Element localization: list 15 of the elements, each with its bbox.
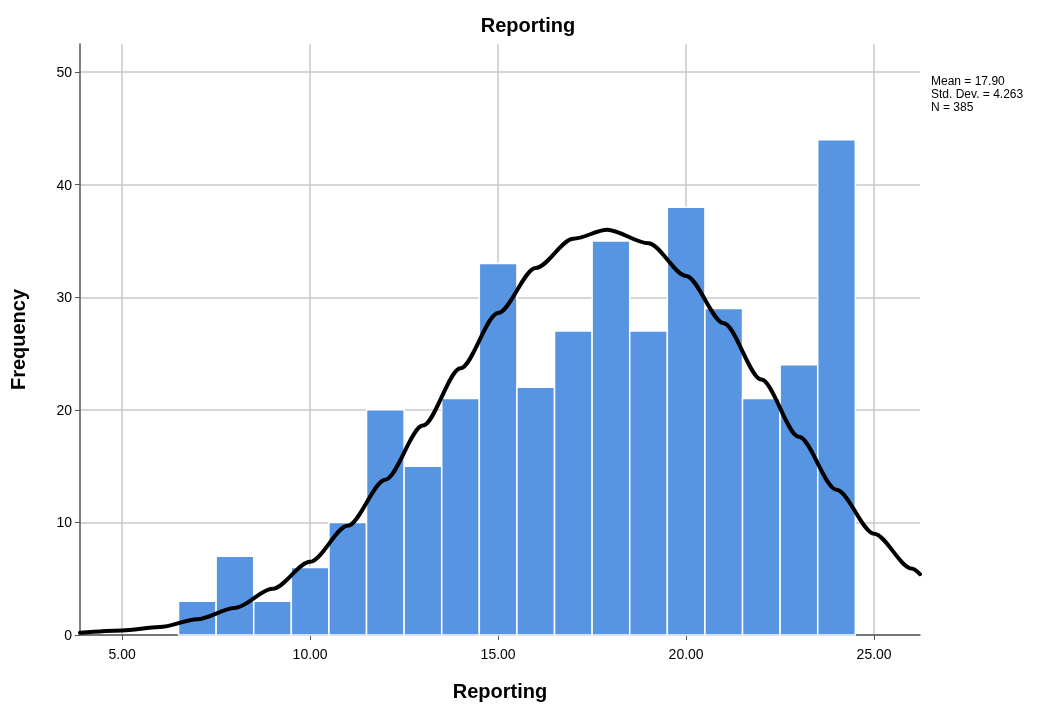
y-tick-label: 50: [56, 64, 73, 81]
y-tick-label: 30: [56, 289, 73, 306]
x-tick-label: 15.00: [480, 646, 516, 662]
y-tick-label: 40: [56, 176, 73, 193]
chart-title: Reporting: [480, 14, 576, 36]
y-tick-label: 20: [56, 401, 73, 418]
x-axis-title: Reporting: [452, 680, 548, 702]
x-tick-label: 5.00: [108, 646, 136, 662]
x-tick-label: 25.00: [856, 646, 892, 662]
y-axis-title: Frequency: [7, 288, 29, 391]
y-tick-label: 0: [64, 627, 73, 643]
x-tick-label: 10.00: [292, 646, 328, 662]
y-tick-label: 10: [56, 514, 73, 531]
text: Mean = 17.90 Std. Dev. = 4.263 N = 385: [931, 73, 1024, 114]
x-tick-label: 20.00: [668, 646, 704, 662]
